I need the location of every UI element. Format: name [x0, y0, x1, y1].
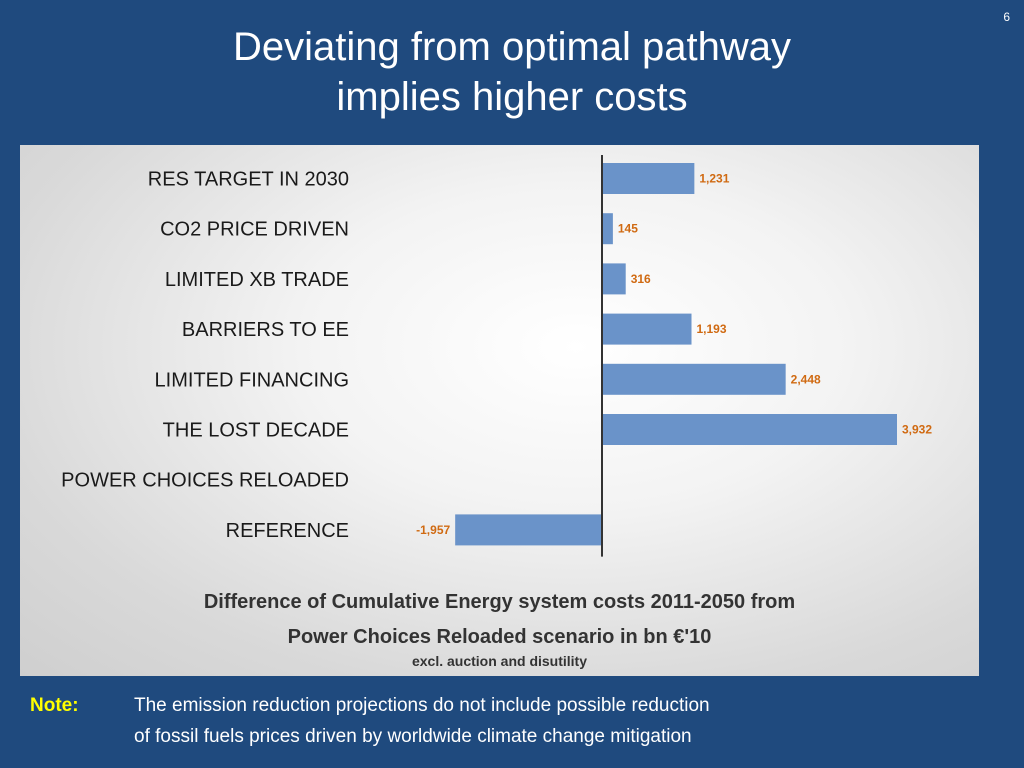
- note-label: Note:: [30, 695, 79, 716]
- chart-caption: Difference of Cumulative Energy system c…: [20, 585, 979, 655]
- title-line-1: Deviating from optimal pathway: [232, 25, 792, 69]
- note-text: The emission reduction projections do no…: [134, 690, 974, 752]
- category-label: BARRIERS TO EE: [182, 319, 349, 341]
- bar: [602, 213, 613, 245]
- page-number: 6: [1003, 10, 1010, 24]
- caption-line-1: Difference of Cumulative Energy system c…: [203, 591, 796, 613]
- data-label: 1,193: [697, 322, 727, 336]
- caption-subtitle: excl. auction and disutility: [411, 653, 588, 669]
- data-label: 145: [618, 222, 638, 236]
- category-label: REFERENCE: [226, 520, 349, 542]
- bar: [602, 163, 695, 194]
- chart-panel: RES TARGET IN 2030 1,231 CO2 PRICE DRIVEN 1…: [20, 145, 979, 676]
- data-label: 3,932: [902, 423, 932, 437]
- category-label: CO2 PRICE DRIVEN: [160, 219, 349, 241]
- category-label: POWER CHOICES RELOADED: [61, 470, 349, 492]
- title-line-2: implies higher costs: [336, 75, 688, 119]
- bar: [602, 313, 692, 345]
- category-label: LIMITED XB TRADE: [165, 269, 349, 291]
- data-label: -1,957: [416, 523, 450, 537]
- note-line-2: of fossil fuels prices driven by worldwi…: [134, 726, 692, 747]
- category-label: RES TARGET IN 2030: [148, 169, 349, 191]
- data-label: 1,231: [699, 172, 729, 186]
- bar: [602, 363, 786, 395]
- bar: [602, 263, 626, 295]
- bar-chart: RES TARGET IN 2030 1,231 CO2 PRICE DRIVEN 1…: [61, 155, 932, 557]
- caption-line-2: Power Choices Reloaded scenario in bn €'…: [287, 626, 712, 648]
- category-label: THE LOST DECADE: [163, 420, 349, 442]
- category-label: LIMITED FINANCING: [155, 369, 349, 391]
- note-line-1: The emission reduction projections do no…: [134, 695, 710, 716]
- data-label: 2,448: [791, 372, 821, 386]
- bar: [455, 514, 602, 546]
- bar: [602, 414, 897, 445]
- slide-title: Deviating from optimal pathway implies h…: [0, 22, 1024, 122]
- data-label: 316: [631, 272, 651, 286]
